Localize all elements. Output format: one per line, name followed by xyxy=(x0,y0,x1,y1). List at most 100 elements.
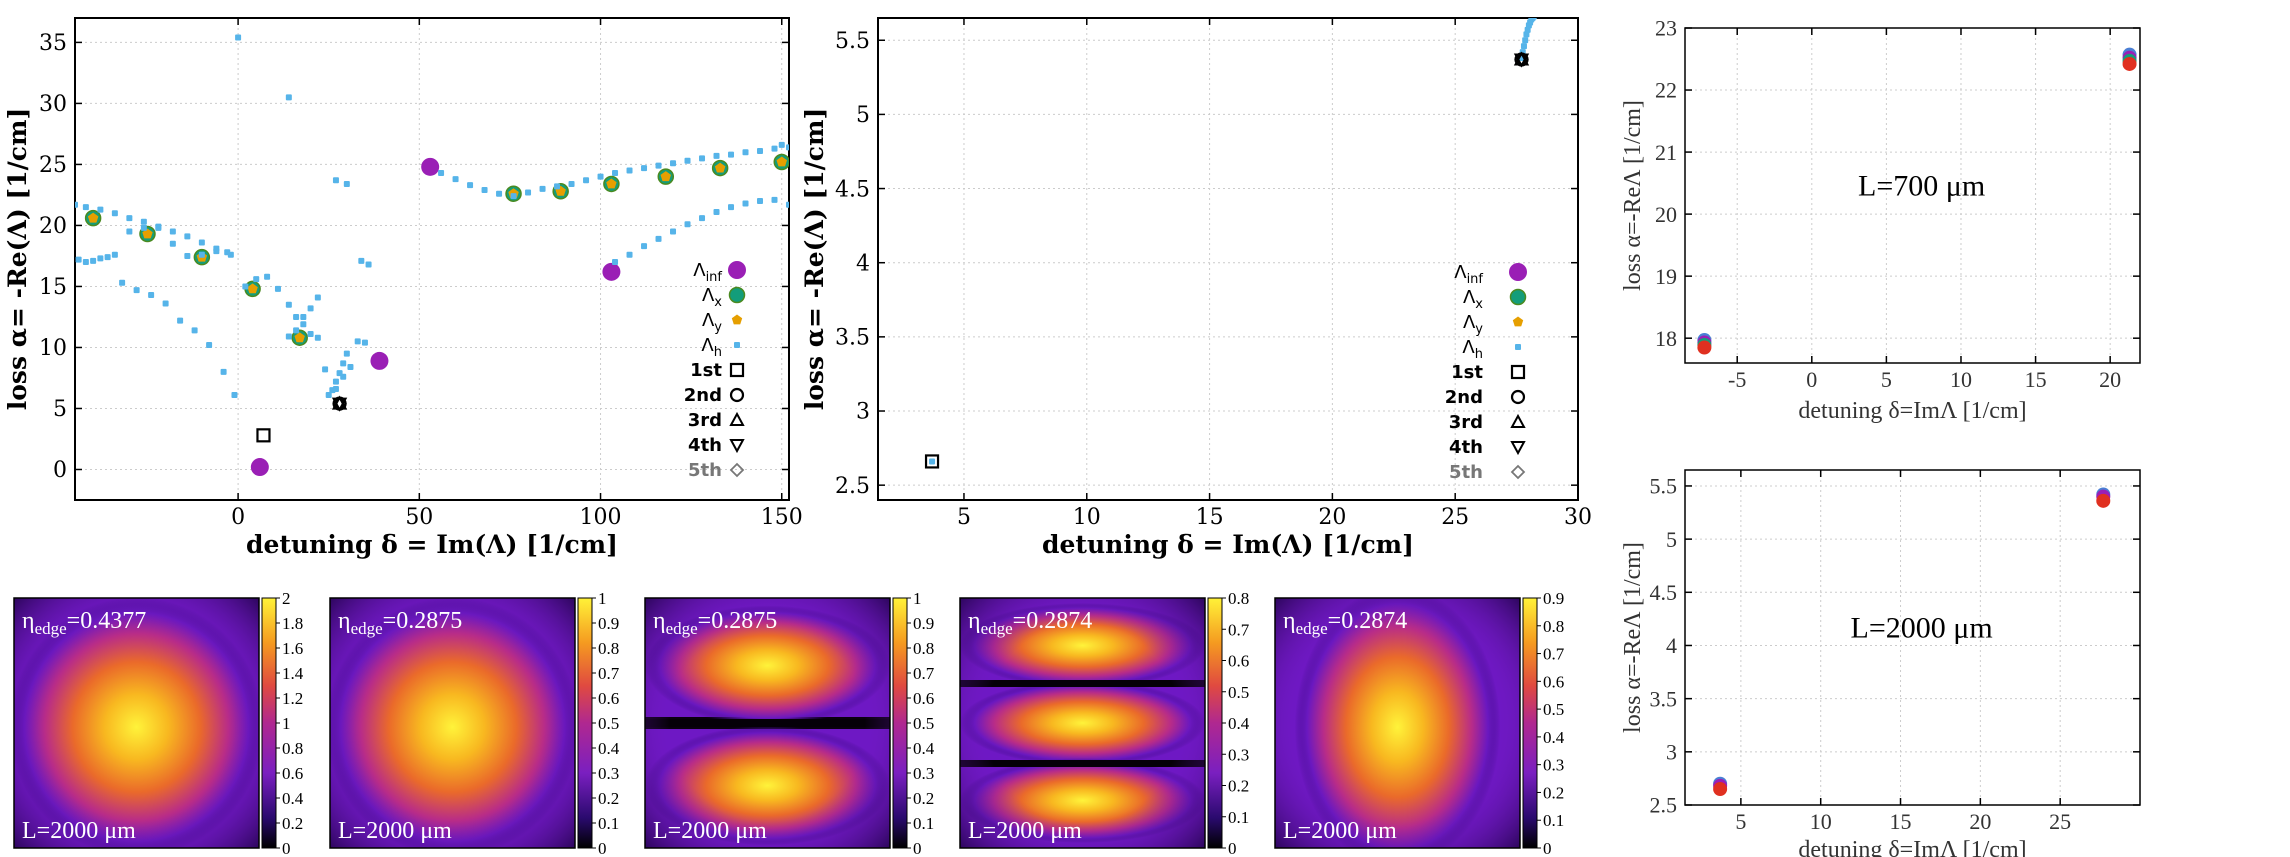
colorbar xyxy=(1522,597,1538,849)
marker-dot xyxy=(75,256,82,263)
marker-dot xyxy=(97,206,104,213)
marker-pentagon xyxy=(1512,316,1524,327)
colorbar-tick-label: 0.8 xyxy=(1543,617,1564,636)
colorbar xyxy=(1207,597,1223,849)
marker-dot xyxy=(343,350,350,357)
y-tick-label: 22 xyxy=(1655,78,1677,103)
data-layer xyxy=(1713,487,2111,797)
marker-dot xyxy=(655,162,662,169)
marker-dot xyxy=(307,305,314,312)
x-tick-label: 20 xyxy=(1969,809,1991,834)
plot-frame xyxy=(1684,469,2141,806)
colorbar-tick-label: 0.3 xyxy=(1228,745,1249,764)
x-axis-label: detuning δ=ImΛ [1/cm] xyxy=(1798,398,2026,424)
colorbar-tick-label: 0.4 xyxy=(282,789,304,808)
x-axis-label: detuning δ = Im(Λ) [1/cm] xyxy=(246,530,618,559)
marker-square xyxy=(256,428,271,443)
colorbar-tick-label: 0.2 xyxy=(913,789,934,808)
legend-label: 2nd xyxy=(684,385,722,406)
eta-edge-label: ηedge=0.4377 xyxy=(22,608,146,638)
colorbar xyxy=(892,597,908,849)
marker-dot xyxy=(1522,37,1529,44)
heatmap-frame xyxy=(959,597,1206,849)
marker-dot xyxy=(133,287,140,294)
marker-diamond xyxy=(332,396,347,411)
marker-dot xyxy=(332,177,339,184)
marker-dot xyxy=(111,210,118,217)
colorbar-tick-label: 0.9 xyxy=(1543,589,1564,608)
colorbar-tick-label: 0.8 xyxy=(598,639,619,658)
marker-dot xyxy=(728,204,735,211)
marker-dot xyxy=(75,201,78,208)
marker-dot xyxy=(626,251,633,258)
marker-dot xyxy=(325,392,332,399)
colorbar xyxy=(261,597,277,849)
marker-dot xyxy=(285,333,292,340)
edge-shade xyxy=(960,598,1205,848)
marker-dot xyxy=(206,342,213,349)
y-tick-label: 21 xyxy=(1655,140,1677,165)
x-tick-label: 50 xyxy=(405,505,433,530)
colorbar-tick-label: 0.1 xyxy=(1543,811,1564,830)
y-tick-label: 5.5 xyxy=(1650,474,1678,499)
y-tick-label: 3 xyxy=(856,400,870,425)
scatter-chart-3: -5 0 5 10 15 20 18 19 20 21 22 23 detuning δ=ImΛ [1/… xyxy=(1620,16,2141,424)
x-tick-label: 5 xyxy=(957,505,971,530)
marker-dot xyxy=(264,273,271,280)
marker-dot xyxy=(104,254,111,261)
colorbar-tick-label: 0 xyxy=(1543,839,1552,857)
marker-dot xyxy=(496,190,503,197)
marker-dot xyxy=(253,276,260,283)
y-tick-label: 3.5 xyxy=(835,326,870,351)
marker-inf xyxy=(421,157,440,176)
scatter-chart-4: 5 10 15 20 25 2.5 3 3.5 4 4.5 5 5.5 detuning δ=ImΛ [… xyxy=(1620,469,2141,857)
series-h xyxy=(75,34,789,399)
x-tick-label: -5 xyxy=(1728,367,1746,392)
colorbar-tick-label: 0.5 xyxy=(1543,700,1564,719)
marker-circle xyxy=(1509,288,1527,306)
data-layer xyxy=(75,34,789,477)
data-point xyxy=(1697,340,1712,355)
marker-dot xyxy=(641,243,648,250)
series-y xyxy=(87,156,787,343)
marker-dot xyxy=(343,180,350,187)
legend-label: 5th xyxy=(688,460,722,481)
y-tick-label: 4 xyxy=(856,251,870,276)
plot-frame xyxy=(1684,27,2141,364)
length-annotation: L=2000 μm xyxy=(1851,612,1993,645)
marker-pentagon xyxy=(606,178,617,189)
marker-inf xyxy=(1509,263,1527,281)
y-axis-label: loss α=-ReΛ [1/cm] xyxy=(1620,100,1646,291)
legend-label: 5th xyxy=(1449,462,1483,483)
marker-dot xyxy=(322,366,329,373)
length-caption: L=2000 μm xyxy=(968,818,1082,844)
marker-dot xyxy=(293,327,300,334)
x-tick-label: 5 xyxy=(1735,809,1746,834)
marker-dot xyxy=(155,224,162,231)
colorbar-tick-label: 0.4 xyxy=(598,739,620,758)
marker-dot xyxy=(452,176,459,183)
mode-heatmap-1: ηedge=0.4377 L=2000 μm 2 1.8 1.6 1.4 1.2 1 0.8 0.… xyxy=(13,589,304,857)
marker-dot xyxy=(612,259,619,266)
x-tick-label: 100 xyxy=(580,505,622,530)
marker-square xyxy=(924,454,940,469)
mode-heatmap-3: ηedge=0.2875 L=2000 μm 1 0.9 0.8 0.7 0.6 0.5 0.4… xyxy=(644,589,935,857)
colorbar-tick-label: 0.6 xyxy=(1543,672,1564,691)
x-tick-label: 10 xyxy=(1810,809,1832,834)
colorbar xyxy=(577,597,593,849)
colorbar-tick-label: 0.2 xyxy=(1543,783,1564,802)
y-tick-label: 10 xyxy=(39,336,67,361)
y-tick-label: 3 xyxy=(1666,740,1677,765)
x-tick-label: 20 xyxy=(2099,367,2121,392)
y-tick-label: 23 xyxy=(1655,16,1677,41)
colorbar-tick-label: 0.6 xyxy=(1228,652,1249,671)
marker-dot xyxy=(314,294,321,301)
marker-dot xyxy=(612,169,619,176)
colorbar-tick-label: 0.8 xyxy=(282,739,303,758)
mode-heatmap-4: ηedge=0.2874 L=2000 μm 0.8 0.7 0.6 0.5 0.4 0.3 0… xyxy=(959,589,1250,857)
legend-label: Λx xyxy=(1463,287,1483,312)
marker-dot xyxy=(285,94,292,101)
y-tick-label: 30 xyxy=(39,92,67,117)
edge-shade xyxy=(330,598,575,848)
y-tick-label: 5.5 xyxy=(835,29,870,54)
